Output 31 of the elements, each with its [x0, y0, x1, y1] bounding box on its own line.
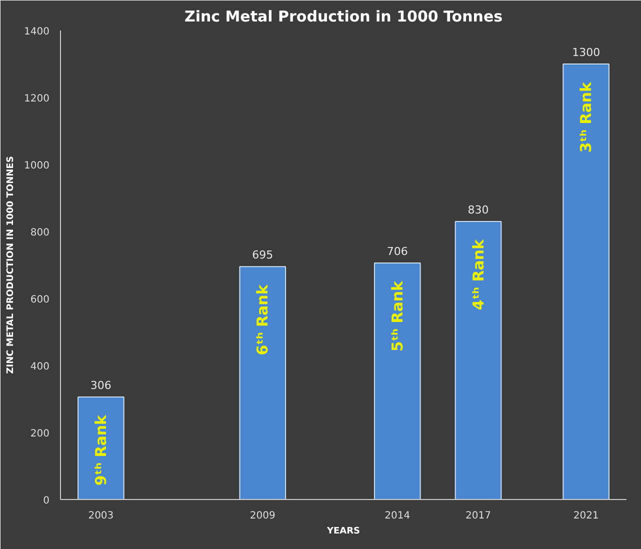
data-label: 830: [468, 203, 489, 216]
chart-title: Zinc Metal Production in 1000 Tonnes: [184, 8, 503, 26]
bar: [374, 262, 421, 500]
y-tick-label: 1400: [24, 26, 50, 38]
data-label: 306: [90, 378, 112, 392]
x-tick-label: 2021: [573, 510, 599, 522]
bar: [78, 396, 124, 500]
y-tick-label: 600: [30, 294, 50, 306]
y-tick-label: 0: [43, 496, 50, 506]
annotation: 9ᵗʰ Rank: [92, 414, 110, 486]
bar: [454, 220, 502, 500]
y-tick-label: 1000: [24, 160, 50, 172]
y-tick-label: 200: [30, 428, 50, 440]
annotation: 6ᵗʰ Rank: [254, 284, 272, 356]
x-tick-label: 2003: [88, 510, 114, 522]
x-axis-title: YEARS: [326, 526, 360, 536]
bar: [562, 64, 610, 500]
y-axis-title: ZINC METAL PRODUCTION IN 1000 TONNES: [6, 156, 16, 374]
x-tick-label: 2009: [250, 510, 276, 522]
x-tick-label: 2014: [384, 510, 410, 522]
x-tick-label: 2017: [466, 510, 491, 522]
y-tick-label: 1200: [24, 94, 50, 104]
data-label: 695: [252, 248, 274, 262]
annotation: 3ᵗʰ Rank: [577, 80, 596, 153]
annotation: 4ᵗʰ Rank: [469, 238, 488, 310]
data-label: 1300: [572, 46, 600, 59]
data-label: 706: [386, 244, 408, 258]
bar: [239, 266, 286, 500]
annotation: 5ᵗʰ Rank: [388, 280, 406, 352]
y-tick-label: 800: [30, 228, 50, 238]
y-tick-label: 400: [30, 362, 50, 372]
